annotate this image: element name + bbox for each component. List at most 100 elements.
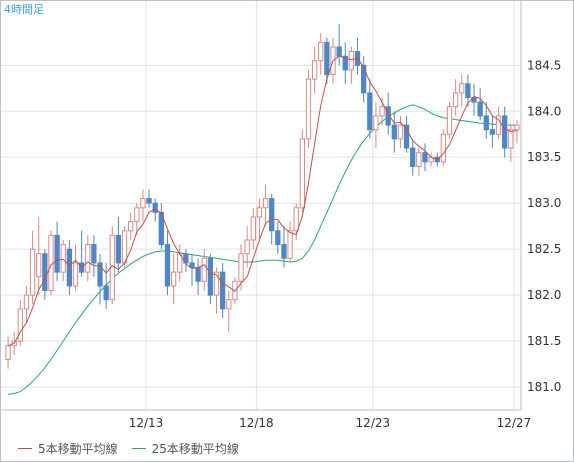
candle[interactable] bbox=[128, 212, 134, 240]
candle[interactable] bbox=[146, 189, 152, 208]
candle[interactable] bbox=[29, 230, 36, 305]
candle[interactable] bbox=[5, 336, 11, 369]
candle[interactable] bbox=[440, 129, 447, 167]
ma5-line[interactable] bbox=[7, 55, 517, 347]
candle[interactable] bbox=[250, 207, 256, 250]
candle[interactable] bbox=[164, 230, 171, 296]
candle[interactable] bbox=[495, 106, 502, 139]
candle[interactable] bbox=[483, 102, 489, 139]
candle[interactable] bbox=[416, 148, 422, 176]
candle[interactable] bbox=[311, 46, 318, 93]
candle[interactable] bbox=[207, 253, 214, 305]
candle[interactable] bbox=[281, 226, 287, 268]
candle[interactable] bbox=[373, 102, 379, 149]
candle[interactable] bbox=[103, 262, 109, 309]
candle-body bbox=[170, 271, 177, 287]
candle[interactable] bbox=[477, 88, 483, 121]
candle[interactable] bbox=[465, 74, 471, 107]
candle[interactable] bbox=[189, 253, 195, 286]
candle[interactable] bbox=[158, 203, 164, 250]
candle-body bbox=[440, 133, 447, 163]
candle[interactable] bbox=[23, 285, 30, 323]
candle-body bbox=[410, 147, 416, 167]
candle-body bbox=[220, 271, 226, 310]
candle[interactable] bbox=[336, 23, 342, 66]
candle-body bbox=[85, 244, 91, 273]
candle[interactable] bbox=[397, 115, 404, 149]
candle-body bbox=[195, 267, 201, 282]
candle[interactable] bbox=[324, 37, 330, 84]
candle[interactable] bbox=[410, 138, 416, 176]
candle[interactable] bbox=[459, 74, 465, 107]
candle[interactable] bbox=[177, 244, 183, 282]
candle[interactable] bbox=[232, 276, 238, 305]
y-tick-label: 182.0 bbox=[527, 288, 561, 302]
candle[interactable] bbox=[220, 262, 226, 319]
candle[interactable] bbox=[134, 203, 140, 236]
candle[interactable] bbox=[489, 115, 496, 149]
candle[interactable] bbox=[428, 152, 434, 167]
candle[interactable] bbox=[121, 226, 128, 268]
candle[interactable] bbox=[72, 244, 79, 291]
y-tick-label: 184.0 bbox=[527, 104, 561, 118]
candle-body bbox=[244, 239, 250, 255]
candle[interactable] bbox=[97, 253, 103, 305]
candle[interactable] bbox=[318, 33, 324, 75]
candle[interactable] bbox=[262, 184, 269, 227]
candle[interactable] bbox=[66, 239, 73, 296]
candle[interactable] bbox=[446, 102, 453, 139]
candle[interactable] bbox=[403, 115, 410, 153]
candle[interactable] bbox=[91, 235, 97, 277]
candle[interactable] bbox=[42, 249, 48, 300]
candle[interactable] bbox=[244, 226, 250, 268]
candle[interactable] bbox=[17, 299, 23, 346]
candle[interactable] bbox=[367, 79, 373, 139]
candle-body bbox=[36, 253, 42, 278]
candle[interactable] bbox=[452, 79, 459, 116]
period-label[interactable]: 4時間足 bbox=[4, 3, 44, 16]
candle[interactable] bbox=[287, 221, 293, 263]
candle[interactable] bbox=[348, 46, 355, 84]
candle-body bbox=[213, 271, 220, 296]
legend-item-ma25[interactable]: 25本移動平均線 bbox=[131, 440, 239, 457]
candle-body bbox=[5, 345, 11, 360]
candle[interactable] bbox=[54, 221, 60, 282]
candle-body bbox=[146, 198, 152, 204]
candle-body bbox=[226, 299, 232, 310]
candle[interactable] bbox=[195, 258, 201, 296]
candle[interactable] bbox=[361, 56, 367, 103]
candle-body bbox=[324, 41, 330, 76]
candle[interactable] bbox=[299, 129, 305, 213]
candle[interactable] bbox=[36, 216, 42, 296]
candle[interactable] bbox=[140, 189, 146, 222]
candle-body bbox=[422, 152, 428, 163]
candle[interactable] bbox=[201, 249, 207, 291]
candle[interactable] bbox=[152, 198, 158, 222]
candle[interactable] bbox=[342, 42, 348, 84]
candle-body bbox=[287, 230, 293, 259]
candle[interactable] bbox=[422, 143, 428, 172]
candle-body bbox=[134, 207, 140, 223]
candle[interactable] bbox=[85, 235, 91, 282]
candle[interactable] bbox=[48, 230, 54, 296]
candle[interactable] bbox=[115, 216, 122, 273]
ma25-line[interactable] bbox=[8, 104, 517, 395]
candle[interactable] bbox=[305, 69, 312, 149]
candle[interactable] bbox=[78, 230, 85, 277]
candle-body bbox=[336, 46, 342, 57]
candle[interactable] bbox=[471, 83, 477, 116]
candle-body bbox=[66, 248, 73, 287]
candle[interactable] bbox=[256, 198, 263, 240]
candle[interactable] bbox=[170, 253, 177, 305]
candle[interactable] bbox=[226, 290, 232, 332]
candle[interactable] bbox=[514, 120, 520, 144]
candle[interactable] bbox=[502, 106, 508, 158]
candle[interactable] bbox=[354, 37, 361, 75]
candle-body bbox=[91, 244, 97, 264]
candle-body bbox=[385, 106, 391, 126]
candle[interactable] bbox=[391, 111, 397, 153]
legend-item-ma5[interactable]: 5本移動平均線 bbox=[18, 440, 118, 457]
candle[interactable] bbox=[60, 239, 66, 282]
candle[interactable] bbox=[275, 221, 281, 254]
